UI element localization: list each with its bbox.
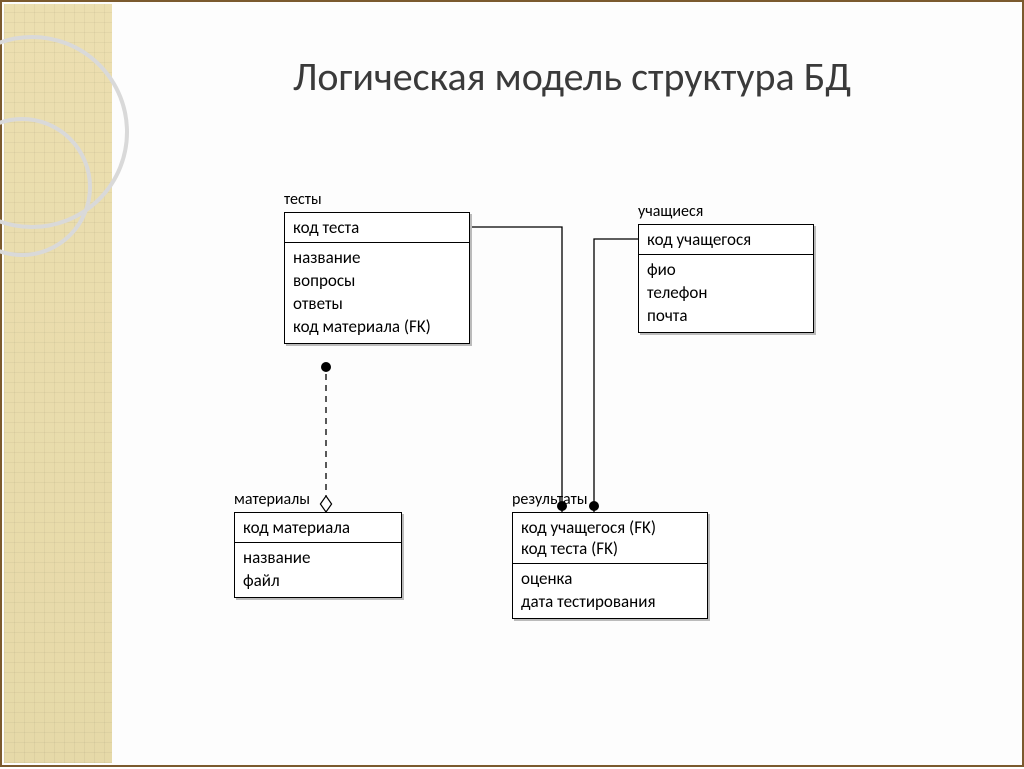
entity-materials: код материала названиефайл xyxy=(234,512,402,598)
entity-box: код теста названиевопросыответыкод матер… xyxy=(284,212,470,344)
entity-pk: код теста xyxy=(285,213,469,243)
entity-box: код материала названиефайл xyxy=(234,512,402,598)
entity-attrs: оценкадата тестирования xyxy=(513,564,707,618)
entity-label-tests: тесты xyxy=(284,190,322,209)
edge-layer xyxy=(2,2,1024,769)
entity-box: код учащегося фиотелефонпочта xyxy=(638,224,814,333)
entity-label-results: результаты xyxy=(512,490,588,509)
entity-pk: код материала xyxy=(235,513,401,543)
entity-results: код учащегося (FK)код теста (FK) оценкад… xyxy=(512,512,708,619)
entity-label-students: учащиеся xyxy=(638,202,703,221)
entity-pk: код учащегося xyxy=(639,225,813,255)
entity-box: код учащегося (FK)код теста (FK) оценкад… xyxy=(512,512,708,619)
entity-attrs: названиевопросыответыкод материала (FK) xyxy=(285,243,469,343)
entity-tests: код теста названиевопросыответыкод матер… xyxy=(284,212,470,344)
entity-pk: код учащегося (FK)код теста (FK) xyxy=(513,513,707,564)
slide: Логическая модель структура БД тесты код… xyxy=(0,0,1024,767)
entity-students: код учащегося фиотелефонпочта xyxy=(638,224,814,333)
entity-attrs: названиефайл xyxy=(235,543,401,597)
entity-attrs: фиотелефонпочта xyxy=(639,255,813,332)
entity-label-materials: материалы xyxy=(234,490,310,509)
